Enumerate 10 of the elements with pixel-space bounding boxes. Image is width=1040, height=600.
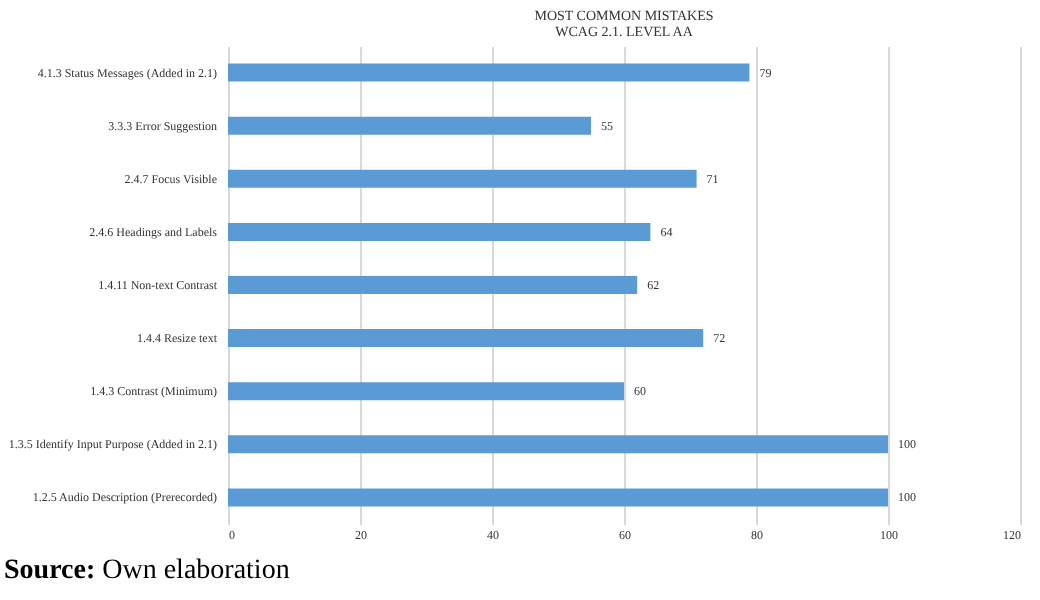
bar <box>228 116 591 135</box>
bar <box>228 63 750 82</box>
bar <box>228 329 704 348</box>
bar <box>228 488 888 507</box>
bar <box>228 169 697 188</box>
source-note: Source: Own elaboration <box>4 556 290 588</box>
bar <box>228 435 888 454</box>
bar <box>228 382 624 401</box>
bar <box>228 276 638 294</box>
bar <box>228 222 651 241</box>
